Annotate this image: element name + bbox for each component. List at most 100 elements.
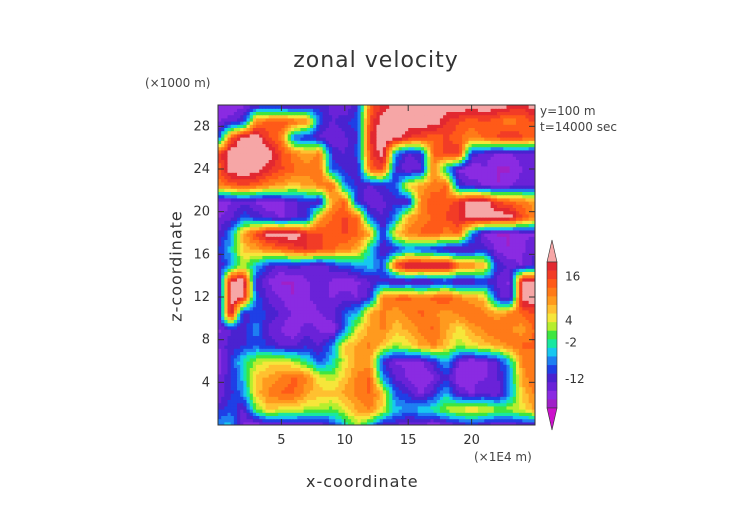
- heatmap-cell: [259, 313, 263, 317]
- heatmap-cell: [389, 386, 393, 391]
- heatmap-cell: [487, 271, 492, 276]
- heatmap-cell: [392, 297, 397, 301]
- heatmap-cell: [351, 373, 355, 378]
- heatmap-cell: [322, 421, 327, 425]
- heatmap-cell: [462, 274, 466, 279]
- heatmap-cell: [446, 268, 451, 272]
- heatmap-cell: [221, 377, 225, 381]
- heatmap-cell: [449, 329, 454, 333]
- heatmap-cell: [398, 364, 403, 368]
- heatmap-cell: [401, 271, 406, 276]
- heatmap-cell: [354, 354, 359, 359]
- heatmap-cell: [373, 351, 378, 356]
- heatmap-cell: [481, 389, 485, 394]
- heatmap-cell: [515, 341, 520, 346]
- heatmap-cell: [500, 418, 504, 423]
- heatmap-cell: [300, 297, 305, 301]
- heatmap-cell: [341, 351, 346, 356]
- heatmap-cell: [525, 396, 530, 400]
- heatmap-cell: [363, 338, 368, 343]
- heatmap-cell: [411, 373, 416, 378]
- heatmap-cell: [474, 396, 479, 400]
- heatmap-cell: [503, 418, 508, 423]
- heatmap-cell: [265, 393, 270, 397]
- heatmap-cell: [427, 268, 431, 272]
- heatmap-cell: [328, 415, 333, 420]
- heatmap-cell: [443, 274, 447, 279]
- heatmap-cell: [528, 402, 533, 407]
- heatmap-cell: [351, 377, 355, 381]
- heatmap-cell: [427, 412, 431, 416]
- heatmap-cell: [366, 277, 371, 282]
- heatmap-cell: [515, 345, 520, 349]
- heatmap-cell: [525, 383, 530, 388]
- heatmap-cell: [525, 361, 530, 365]
- heatmap-cell: [309, 399, 314, 404]
- heatmap-cell: [309, 370, 314, 375]
- heatmap-cell: [389, 290, 393, 295]
- heatmap-cell: [446, 345, 451, 349]
- heatmap-cell: [449, 293, 454, 298]
- heatmap-cell: [328, 377, 333, 381]
- heatmap-cell: [408, 341, 412, 346]
- heatmap-cell: [484, 373, 489, 378]
- heatmap-cell: [294, 313, 298, 317]
- heatmap-cell: [363, 383, 368, 388]
- heatmap-cell: [379, 332, 384, 336]
- heatmap-cell: [373, 268, 378, 272]
- heatmap-cell: [430, 357, 435, 362]
- heatmap-cell: [240, 409, 244, 413]
- heatmap-cell: [512, 281, 517, 285]
- heatmap-cell: [493, 303, 498, 308]
- heatmap-cell: [465, 354, 470, 359]
- heatmap-cell: [243, 281, 248, 285]
- heatmap-cell: [401, 325, 406, 330]
- heatmap-cell: [262, 309, 267, 314]
- heatmap-cell: [246, 265, 251, 269]
- heatmap-cell: [357, 300, 362, 304]
- heatmap-cell: [411, 325, 416, 330]
- heatmap-cell: [230, 345, 235, 349]
- heatmap-cell: [335, 402, 340, 407]
- heatmap-cell: [458, 380, 463, 384]
- heatmap-cell: [265, 335, 270, 340]
- heatmap-cell: [332, 341, 336, 346]
- heatmap-cell: [313, 306, 317, 311]
- heatmap-cell: [221, 383, 225, 388]
- heatmap-cell: [309, 322, 314, 327]
- heatmap-cell: [376, 316, 381, 320]
- heatmap-cell: [405, 274, 409, 279]
- heatmap-cell: [249, 297, 254, 301]
- heatmap-cell: [360, 351, 365, 356]
- heatmap-cell: [490, 313, 495, 317]
- heatmap-cell: [503, 380, 508, 384]
- heatmap-cell: [468, 367, 473, 372]
- heatmap-cells: [218, 105, 535, 425]
- heatmap-cell: [322, 313, 327, 317]
- heatmap-cell: [347, 325, 352, 330]
- heatmap-cell: [503, 348, 508, 352]
- heatmap-cell: [294, 354, 298, 359]
- heatmap-cell: [512, 412, 517, 416]
- heatmap-cell: [430, 309, 435, 314]
- heatmap-cell: [344, 386, 349, 391]
- heatmap-cell: [484, 319, 489, 324]
- heatmap-cell: [481, 399, 485, 404]
- heatmap-cell: [405, 322, 409, 327]
- heatmap-cell: [262, 380, 267, 384]
- heatmap-cell: [328, 277, 333, 282]
- heatmap-cell: [322, 290, 327, 295]
- heatmap-cell: [328, 409, 333, 413]
- heatmap-cell: [297, 373, 302, 378]
- heatmap-cell: [386, 348, 390, 352]
- heatmap-cell: [496, 421, 501, 425]
- heatmap-cell: [458, 335, 463, 340]
- heatmap-cell: [287, 290, 292, 295]
- heatmap-cell: [398, 421, 403, 425]
- heatmap-cell: [487, 300, 492, 304]
- heatmap-cell: [300, 367, 305, 372]
- heatmap-cell: [493, 412, 498, 416]
- heatmap-cell: [465, 405, 470, 410]
- heatmap-cell: [420, 399, 425, 404]
- heatmap-cell: [344, 361, 349, 365]
